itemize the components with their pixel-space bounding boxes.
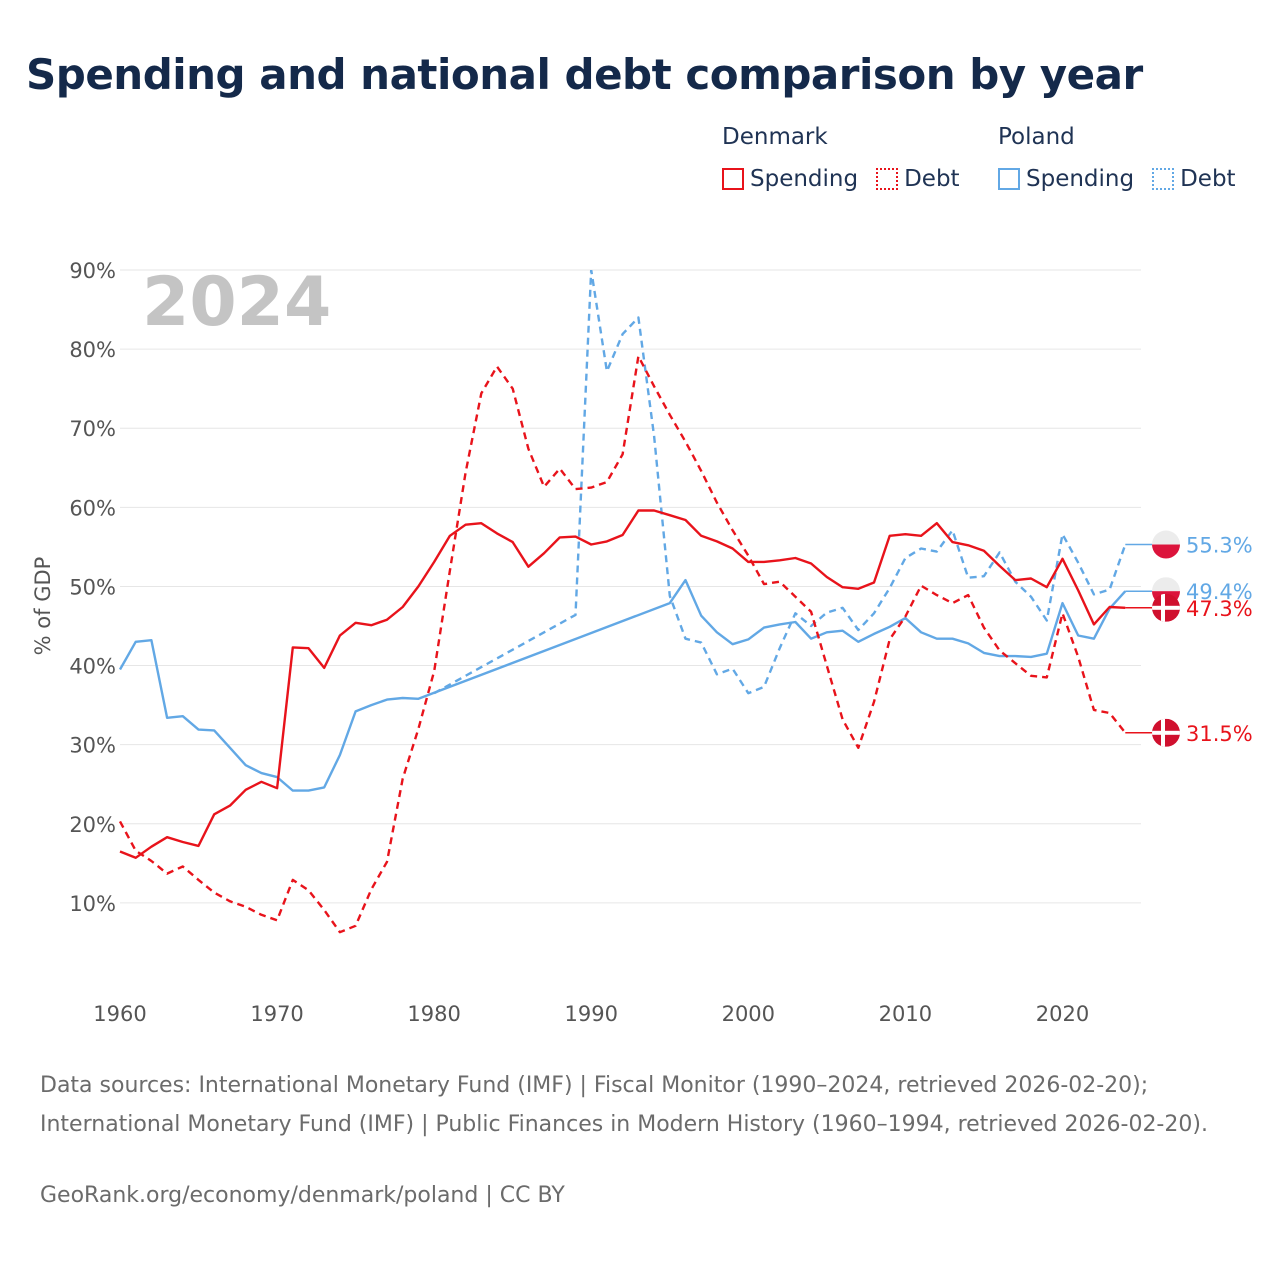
series-line-denmark-spending [119,509,1126,859]
legend-item-label: Spending [1026,166,1135,192]
y-tick-label: 40% [69,655,116,679]
denmark-flag-icon [1152,718,1180,747]
denmark-flag-icon [1152,593,1180,622]
legend-swatch-solid [998,168,1020,190]
legend-swatch-dotted [1152,168,1175,190]
flag-body [1152,718,1180,747]
legend-swatch-dotted [876,168,899,190]
legend-poland: Poland Spending Debt [998,124,1236,192]
y-tick-label: 50% [69,575,116,599]
legend-swatch-solid [722,168,744,190]
data-sources: Data sources: International Monetary Fun… [40,1073,1208,1137]
y-tick-label: 30% [69,734,116,758]
legend-item-denmark-debt[interactable]: Debt [876,166,960,192]
end-value-label: 47.3% [1186,597,1253,621]
x-tick-label: 1990 [565,1002,618,1026]
x-tick-label: 2000 [722,1002,775,1026]
chart-title: Spending and national debt comparison by… [26,50,1143,99]
legend-denmark: Denmark Spending Debt [722,124,978,192]
end-value-label: 49.4% [1186,580,1253,604]
x-tick-label: 1960 [93,1002,146,1026]
x-tick-label: 1980 [407,1002,460,1026]
y-tick-label: 70% [69,417,116,441]
series-line-poland-spending [118,578,1127,792]
credit-line[interactable]: GeoRank.org/economy/denmark/poland | CC … [40,1183,565,1208]
end-value-label: 31.5% [1186,722,1253,746]
y-tick-label: 20% [69,813,116,837]
series-line-denmark-debt [118,355,1127,934]
legend-item-label: Spending [750,166,859,192]
x-tick-label: 2010 [879,1002,932,1026]
y-tick-label: 60% [69,496,116,520]
legend-item-label: Debt [1180,166,1236,192]
y-tick-label: 90% [69,259,116,283]
y-tick-label: 80% [69,338,116,362]
end-value-label: 55.3% [1186,534,1253,558]
legend-item-poland-debt[interactable]: Debt [1152,166,1236,192]
year-label: 2024 [142,263,331,342]
flag-cross [1161,718,1165,747]
x-tick-label: 1970 [250,1002,303,1026]
legend-item-label: Debt [904,166,960,192]
poland-flag-icon [1152,530,1180,559]
series-line-poland-debt [433,270,1127,695]
flag-cross [1152,730,1180,735]
legend-country-label: Denmark [722,124,828,150]
flag-body [1152,593,1180,622]
y-tick-label: 10% [69,892,116,916]
y-axis-title: % of GDP [31,557,55,656]
line-chart: 10% 20% 30% 40% 50% 60% 70% 80% 90% 1960 1970 1980 1… [31,259,1253,1026]
flag-stripe [1152,577,1180,592]
legend-item-poland-spending[interactable]: Spending [998,166,1134,192]
flag-stripe [1152,544,1180,559]
flag-body [1152,530,1180,559]
flag-stripe [1152,530,1180,545]
legend-item-denmark-spending[interactable]: Spending [722,166,858,192]
flag-cross [1161,593,1165,622]
legend-country-label: Poland [998,124,1075,150]
flag-cross [1152,605,1180,610]
x-tick-label: 2020 [1036,1002,1089,1026]
